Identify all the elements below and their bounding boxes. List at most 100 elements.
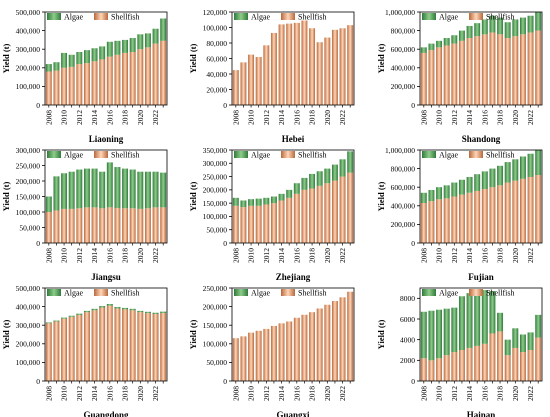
bar-algae-2010 — [248, 199, 255, 206]
bar-shellfish-2016 — [106, 305, 113, 381]
bar-shellfish-2018 — [122, 309, 129, 381]
bar-shellfish-2014 — [466, 192, 473, 243]
y-tick-label: 300,000 — [16, 45, 41, 54]
legend-swatch-algae — [422, 151, 436, 158]
bar-shellfish-2022 — [527, 176, 534, 243]
bar-shellfish-2010 — [61, 318, 68, 381]
y-tick-label: 200,000 — [203, 302, 228, 311]
legend-swatch-shellfish — [94, 151, 108, 158]
y-tick-label: 0 — [36, 239, 40, 248]
y-tick-label: 350,000 — [203, 146, 228, 155]
y-tick-label: 200,000 — [391, 82, 416, 91]
bar-shellfish-2010 — [61, 208, 68, 243]
y-tick-label: 250,000 — [203, 172, 228, 181]
bar-algae-2013 — [458, 296, 465, 350]
y-tick-label: 300,000 — [16, 146, 41, 155]
y-tick-label: 50,000 — [206, 226, 227, 235]
bar-shellfish-2015 — [99, 307, 106, 381]
x-tick-label: 2020 — [511, 248, 520, 263]
y-tick-label: 150,000 — [203, 199, 228, 208]
bar-shellfish-2014 — [466, 347, 473, 381]
bar-shellfish-2009 — [53, 210, 60, 243]
bar-algae-2021 — [144, 33, 151, 48]
bar-shellfish-2009 — [240, 62, 247, 105]
legend-swatch-algae — [422, 289, 436, 296]
y-tick-label: 250,000 — [16, 161, 41, 170]
legend-label-algae: Algae — [439, 151, 459, 160]
y-tick-label: 100,000 — [203, 212, 228, 221]
panel-title: Guangdong — [83, 410, 129, 417]
bar-shellfish-2015 — [99, 208, 106, 243]
plot-frame — [419, 149, 543, 244]
panel-title: Fujian — [468, 272, 494, 282]
bar-algae-2017 — [301, 177, 308, 190]
x-tick-label: 2018 — [308, 248, 317, 263]
y-axis-label: Yield (t) — [188, 182, 198, 212]
y-tick-label: 100,000 — [16, 208, 41, 217]
bar-shellfish-2022 — [527, 350, 534, 381]
bar-algae-2010 — [61, 52, 68, 68]
bar-shellfish-2009 — [240, 207, 247, 243]
bar-algae-2015 — [99, 46, 106, 60]
y-tick-label: 20,000 — [206, 85, 227, 94]
x-tick-label: 2020 — [323, 248, 332, 263]
bar-shellfish-2008 — [45, 212, 52, 243]
bar-algae-2023 — [535, 12, 542, 31]
bar-algae-2011 — [255, 198, 262, 206]
bar-shellfish-2018 — [309, 312, 316, 381]
bar-shellfish-2016 — [481, 34, 488, 105]
chart-panel-guangxi: 0 50,000 100,000 150,000 200,000 250,000 2008 2… — [188, 284, 355, 417]
bar-algae-2021 — [519, 334, 526, 353]
bar-algae-2020 — [137, 34, 144, 50]
legend-label-shellfish: Shellfish — [486, 151, 514, 160]
x-tick-label: 2010 — [435, 386, 444, 401]
bar-shellfish-2016 — [293, 22, 300, 106]
bar-algae-2014 — [466, 293, 473, 348]
bar-shellfish-2017 — [114, 308, 121, 381]
x-tick-label: 2010 — [247, 248, 256, 263]
bar-algae-2022 — [527, 153, 534, 177]
bar-shellfish-2020 — [512, 36, 519, 105]
bar-algae-2019 — [504, 162, 511, 183]
bar-shellfish-2019 — [504, 355, 511, 381]
legend-label-algae: Algae — [64, 289, 84, 298]
bar-algae-2017 — [114, 306, 121, 309]
bar-shellfish-2019 — [316, 308, 323, 381]
x-tick-label: 2020 — [323, 110, 332, 125]
legend-label-algae: Algae — [251, 289, 271, 298]
x-tick-label: 2008 — [419, 110, 428, 125]
bar-shellfish-2011 — [443, 355, 450, 381]
bar-shellfish-2018 — [309, 28, 316, 105]
bar-shellfish-2012 — [76, 208, 83, 243]
bar-shellfish-2014 — [466, 38, 473, 105]
y-tick-label: 400,000 — [16, 26, 41, 35]
chart-panel-hebei: 0 20,000 40,000 60,000 80,000 100,000 120,000 2… — [188, 8, 355, 144]
y-tick-label: 120,000 — [203, 8, 228, 17]
bar-algae-2011 — [443, 38, 450, 46]
x-tick-label: 2016 — [105, 110, 114, 125]
bar-algae-2012 — [451, 307, 458, 353]
y-tick-label: 0 — [36, 101, 40, 110]
bar-algae-2009 — [53, 320, 60, 322]
x-tick-label: 2014 — [90, 386, 99, 401]
legend-label-shellfish: Shellfish — [486, 289, 514, 298]
bar-shellfish-2013 — [458, 40, 465, 105]
chart-panel-zhejiang: 0 50,000 100,000 150,000 200,000 250,000 300,0… — [188, 146, 355, 282]
bar-shellfish-2022 — [152, 314, 159, 381]
bar-shellfish-2009 — [428, 50, 435, 105]
x-tick-label: 2014 — [465, 110, 474, 125]
bar-shellfish-2014 — [91, 310, 98, 381]
bar-algae-2015 — [99, 306, 106, 308]
bar-shellfish-2015 — [99, 59, 106, 105]
x-tick-label: 2020 — [136, 110, 145, 125]
x-tick-label: 2022 — [151, 110, 160, 125]
plot-frame — [231, 287, 355, 382]
x-tick-label: 2018 — [496, 248, 505, 263]
bar-shellfish-2023 — [160, 207, 167, 243]
bar-algae-2016 — [481, 19, 488, 35]
x-tick-label: 2022 — [526, 248, 535, 263]
bar-shellfish-2020 — [324, 37, 331, 106]
y-tick-label: 80,000 — [206, 39, 227, 48]
bar-algae-2009 — [53, 176, 60, 211]
y-axis-label: Yield (t) — [1, 320, 11, 350]
